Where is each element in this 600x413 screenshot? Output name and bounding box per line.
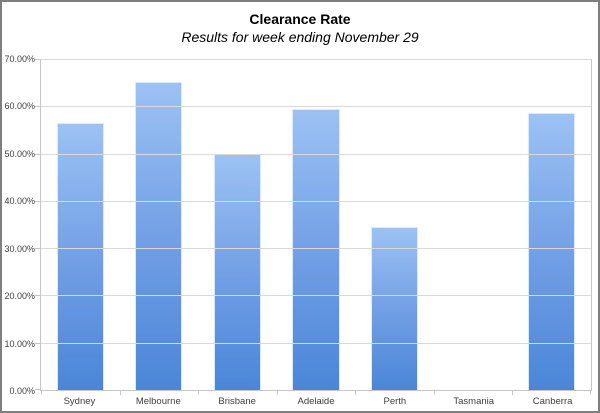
y-tick-label: 40.00% xyxy=(4,196,35,207)
bar-brisbane xyxy=(213,153,262,390)
bar-slot-melbourne xyxy=(120,59,199,390)
x-axis-tick xyxy=(276,390,278,395)
bar-canberra xyxy=(528,112,576,390)
x-tick-label-brisbane: Brisbane xyxy=(218,396,256,407)
x-axis-tick xyxy=(512,390,514,395)
x-axis-tick xyxy=(119,390,121,395)
bar-perth xyxy=(371,226,419,390)
bar-slot-perth xyxy=(355,59,434,390)
x-axis-tick xyxy=(590,390,591,395)
gridline-70 xyxy=(41,59,591,60)
y-tick-label: 10.00% xyxy=(4,338,35,349)
bar-sydney xyxy=(56,123,104,390)
y-axis-tick xyxy=(35,248,41,250)
gridline-10 xyxy=(41,342,591,344)
x-tick-label-adelaide: Adelaide xyxy=(297,396,335,407)
y-axis-tick xyxy=(35,59,41,60)
y-axis-tick xyxy=(35,153,41,155)
x-tick-label-sydney: Sydney xyxy=(63,396,96,407)
gridline-20 xyxy=(41,295,591,297)
y-tick-label: 60.00% xyxy=(4,101,35,112)
gridline-50 xyxy=(41,153,591,155)
x-axis-tick xyxy=(433,390,435,395)
y-axis-tick xyxy=(35,106,41,108)
x-tick-label-perth: Perth xyxy=(383,396,407,407)
y-tick-label: 70.00% xyxy=(4,54,35,64)
gridline-40 xyxy=(41,200,591,202)
y-axis-tick xyxy=(35,295,41,297)
chart-subtitle: Results for week ending November 29 xyxy=(181,29,419,45)
gridline-30 xyxy=(41,248,591,250)
bar-slot-tasmania xyxy=(434,59,513,390)
plot-area xyxy=(35,59,592,395)
x-tick-label-canberra: Canberra xyxy=(532,396,573,407)
y-tick-label: 50.00% xyxy=(4,148,35,159)
x-axis-tick xyxy=(41,390,42,395)
x-axis-labels: Sydney Melbourne Brisbane Adelaide Perth Tasm… xyxy=(40,396,592,410)
x-tick-label-tasmania: Tasmania xyxy=(453,396,495,407)
y-tick-label: 0.00% xyxy=(9,386,35,396)
x-tick-label-melbourne: Melbourne xyxy=(135,396,181,407)
chart-title: Clearance Rate xyxy=(249,11,351,27)
bar-slot-brisbane xyxy=(198,59,277,390)
bar-slot-adelaide xyxy=(277,59,356,390)
y-tick-label: 30.00% xyxy=(4,243,35,254)
y-axis-tick xyxy=(35,200,41,202)
bar-slot-sydney xyxy=(41,59,120,390)
x-axis-tick xyxy=(198,390,200,395)
y-axis-tick xyxy=(35,389,41,390)
y-axis-labels: 0.00% 10.00% 20.00% 30.00% 40.00% 50.00% 60.00… xyxy=(2,54,35,396)
gridline-60 xyxy=(41,106,591,108)
bar-adelaide xyxy=(292,108,340,390)
y-axis-tick xyxy=(35,342,41,344)
y-tick-label: 20.00% xyxy=(4,291,35,302)
bar-slot-canberra xyxy=(512,59,591,390)
x-axis-tick xyxy=(355,390,357,395)
bar-series xyxy=(41,59,591,390)
bar-melbourne xyxy=(135,81,183,390)
